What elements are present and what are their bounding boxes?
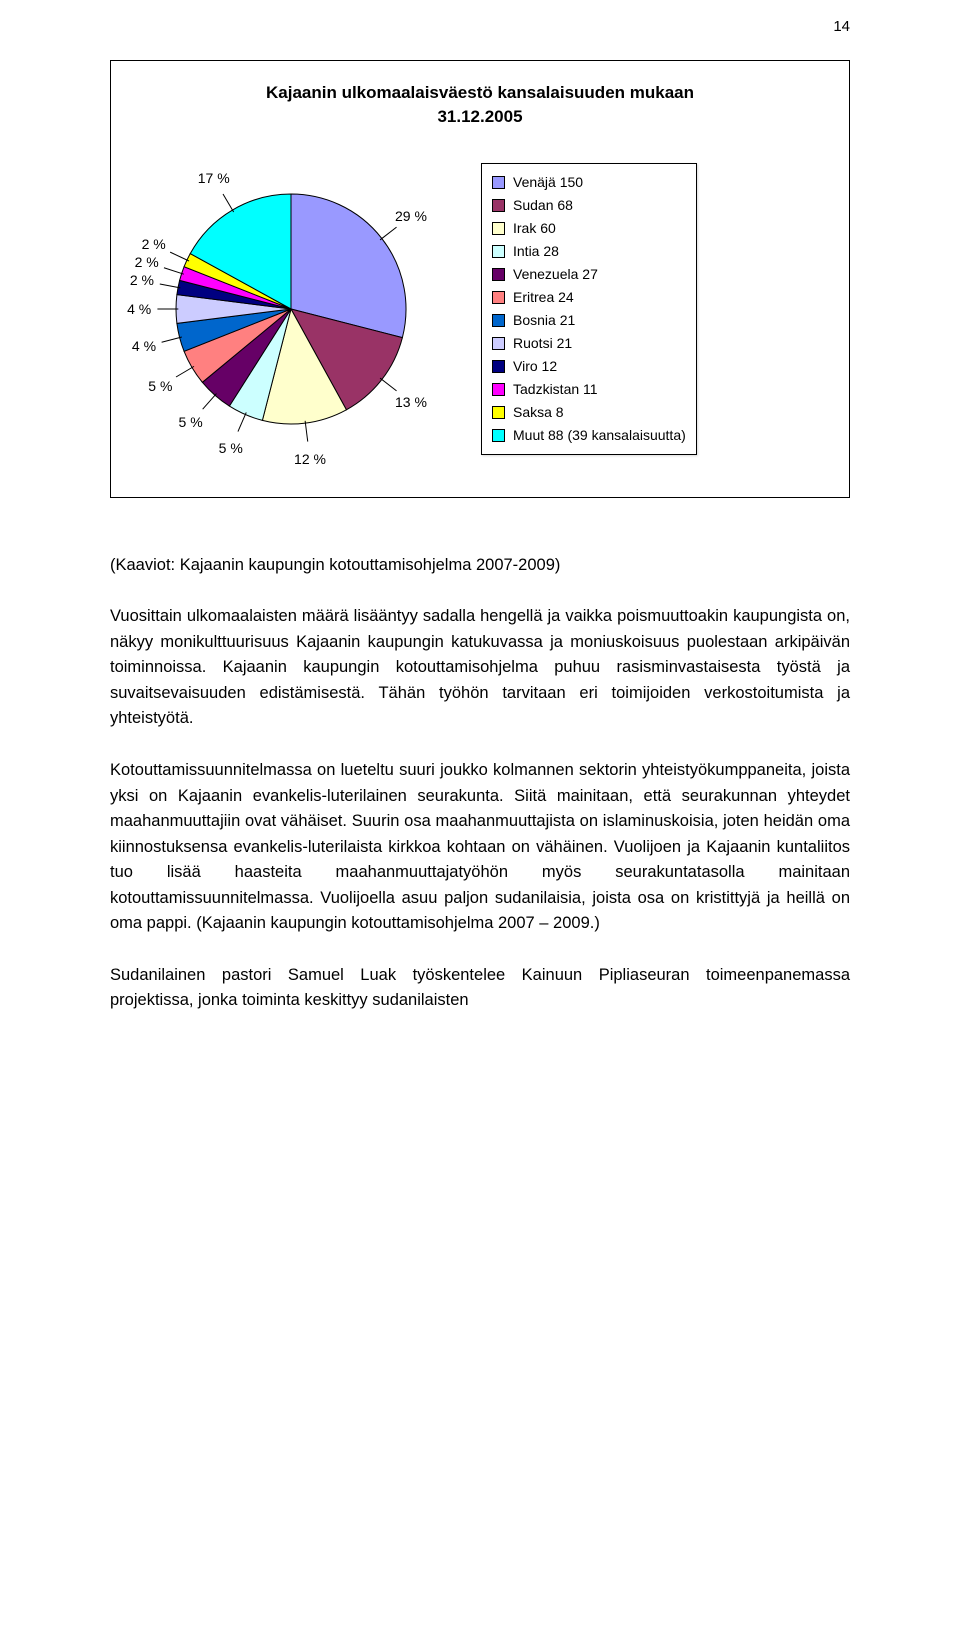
legend-label: Tadzkistan 11: [513, 379, 598, 400]
document-page: 14 Kajaanin ulkomaalaisväestö kansalaisu…: [0, 0, 960, 1630]
legend-swatch: [492, 268, 505, 281]
leader-line: [223, 194, 234, 212]
leader-line: [162, 337, 182, 342]
pie-slice-label: 17 %: [198, 170, 230, 186]
paragraph: Kotouttamissuunnitelmassa on lueteltu su…: [110, 758, 850, 937]
legend-row: Irak 60: [492, 218, 686, 239]
pie-chart: 29 %13 %12 %5 %5 %5 %4 %4 %2 %2 %2 %17 %: [131, 149, 451, 469]
legend-label: Sudan 68: [513, 195, 573, 216]
legend-label: Muut 88 (39 kansalaisuutta): [513, 425, 686, 446]
chart-title-line1: Kajaanin ulkomaalaisväestö kansalaisuude…: [266, 83, 694, 102]
pie-slice-label: 13 %: [395, 394, 427, 410]
source-line: (Kaaviot: Kajaanin kaupungin kotouttamis…: [110, 553, 850, 579]
legend-swatch: [492, 383, 505, 396]
chart-title-line2: 31.12.2005: [437, 107, 522, 126]
legend-label: Eritrea 24: [513, 287, 574, 308]
page-number: 14: [833, 18, 850, 35]
leader-line: [380, 227, 397, 240]
pie-slice-label: 4 %: [127, 301, 151, 317]
legend-swatch: [492, 429, 505, 442]
legend-row: Bosnia 21: [492, 310, 686, 331]
pie-slice-label: 2 %: [135, 254, 159, 270]
pie-slice-label: 5 %: [219, 440, 243, 456]
legend-row: Viro 12: [492, 356, 686, 377]
legend-swatch: [492, 245, 505, 258]
legend-swatch: [492, 337, 505, 350]
legend-label: Venäjä 150: [513, 172, 583, 193]
legend-label: Bosnia 21: [513, 310, 575, 331]
pie-slice-label: 12 %: [294, 451, 326, 467]
pie-slice-label: 5 %: [148, 378, 172, 394]
legend-label: Irak 60: [513, 218, 556, 239]
pie-slice-label: 4 %: [132, 338, 156, 354]
legend-row: Venezuela 27: [492, 264, 686, 285]
legend-row: Ruotsi 21: [492, 333, 686, 354]
legend-label: Intia 28: [513, 241, 559, 262]
pie-slice-label: 29 %: [395, 208, 427, 224]
legend-swatch: [492, 291, 505, 304]
leader-line: [238, 412, 246, 431]
pie-slice-label: 2 %: [142, 236, 166, 252]
legend-row: Saksa 8: [492, 402, 686, 423]
legend-label: Venezuela 27: [513, 264, 598, 285]
legend: Venäjä 150Sudan 68Irak 60Intia 28Venezue…: [481, 163, 697, 455]
legend-swatch: [492, 360, 505, 373]
legend-row: Venäjä 150: [492, 172, 686, 193]
legend-swatch: [492, 222, 505, 235]
legend-row: Muut 88 (39 kansalaisuutta): [492, 425, 686, 446]
chart-title: Kajaanin ulkomaalaisväestö kansalaisuude…: [131, 81, 829, 129]
legend-row: Sudan 68: [492, 195, 686, 216]
legend-row: Intia 28: [492, 241, 686, 262]
body-text: (Kaaviot: Kajaanin kaupungin kotouttamis…: [110, 553, 850, 1014]
leader-line: [176, 366, 194, 377]
legend-label: Ruotsi 21: [513, 333, 572, 354]
leader-line: [164, 267, 184, 273]
legend-row: Tadzkistan 11: [492, 379, 686, 400]
leader-line: [305, 420, 308, 441]
pie-chart-container: Kajaanin ulkomaalaisväestö kansalaisuude…: [110, 60, 850, 498]
leader-line: [203, 393, 217, 409]
legend-row: Eritrea 24: [492, 287, 686, 308]
leader-line: [160, 284, 181, 288]
paragraph: Vuosittain ulkomaalaisten määrä lisäänty…: [110, 604, 850, 732]
pie-slice-label: 5 %: [179, 414, 203, 430]
pie-slice-label: 2 %: [130, 272, 154, 288]
legend-swatch: [492, 406, 505, 419]
paragraph: Sudanilainen pastori Samuel Luak työsken…: [110, 963, 850, 1014]
legend-label: Saksa 8: [513, 402, 564, 423]
legend-label: Viro 12: [513, 356, 557, 377]
legend-swatch: [492, 199, 505, 212]
legend-swatch: [492, 314, 505, 327]
chart-body: 29 %13 %12 %5 %5 %5 %4 %4 %2 %2 %2 %17 %…: [131, 149, 829, 469]
leader-line: [380, 378, 397, 391]
leader-line: [170, 252, 189, 261]
legend-swatch: [492, 176, 505, 189]
